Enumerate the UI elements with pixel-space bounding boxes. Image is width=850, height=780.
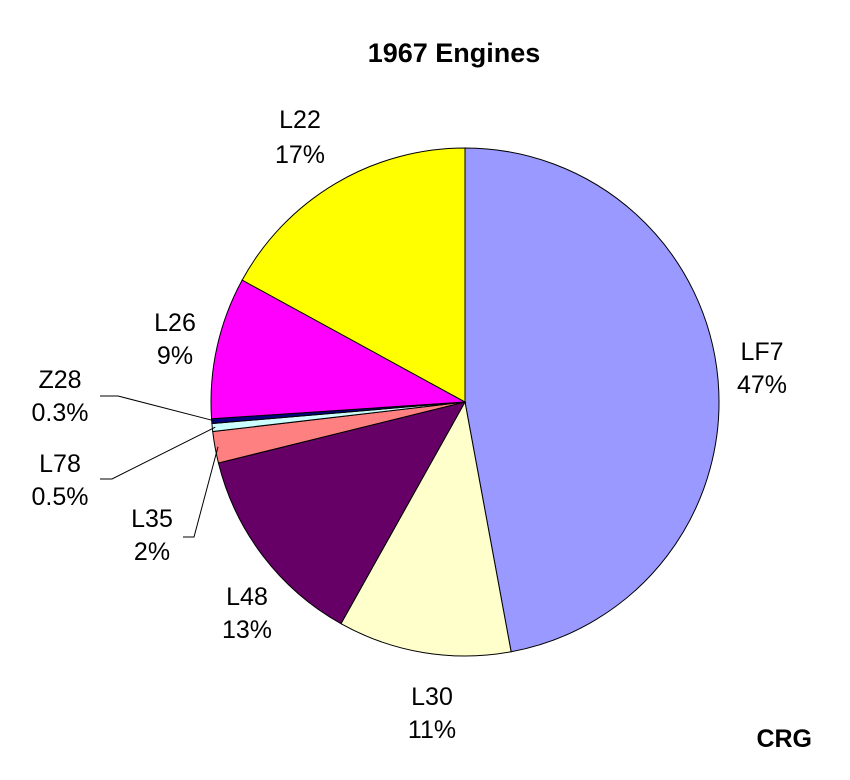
slice-l30	[340, 400, 512, 657]
slice-pct-label-l48: 13%	[222, 616, 272, 644]
slice-pct-label-l78: 0.5%	[32, 483, 89, 511]
slice-name-label-z28: Z28	[38, 366, 81, 394]
slice-l26	[210, 279, 467, 420]
slice-pct-label-lf7: 47%	[737, 371, 787, 399]
pie-slices	[210, 147, 720, 657]
slice-name-label-l78: L78	[39, 450, 81, 478]
slice-l48	[217, 401, 466, 625]
chart-title: 1967 Engines	[368, 38, 541, 68]
slice-pct-label-z28: 0.3%	[32, 399, 89, 427]
leader-lines	[100, 395, 219, 538]
slice-name-label-l48: L48	[226, 583, 268, 611]
leader-line-l35	[183, 446, 219, 538]
leader-line-l78	[100, 426, 216, 480]
slice-name-label-l35: L35	[131, 505, 173, 533]
slice-labels: LF7 47% L30 11% L48 13% L35 2% L78 0.5% Z28 0.3% L26…	[32, 106, 788, 744]
slice-name-label-l26: L26	[154, 309, 196, 337]
slice-pct-label-l30: 11%	[408, 716, 456, 744]
leader-line-z28	[100, 395, 215, 422]
slice-name-label-lf7: LF7	[740, 338, 783, 366]
slice-pct-label-l26: 9%	[157, 342, 193, 370]
credit-label: CRG	[756, 725, 812, 753]
slice-name-label-l22: L22	[279, 106, 321, 134]
slice-lf7	[464, 147, 720, 653]
slice-pct-label-l35: 2%	[134, 538, 170, 566]
slice-name-label-l30: L30	[411, 683, 453, 711]
slice-l22	[241, 147, 466, 403]
slice-pct-label-l22: 17%	[275, 141, 325, 169]
